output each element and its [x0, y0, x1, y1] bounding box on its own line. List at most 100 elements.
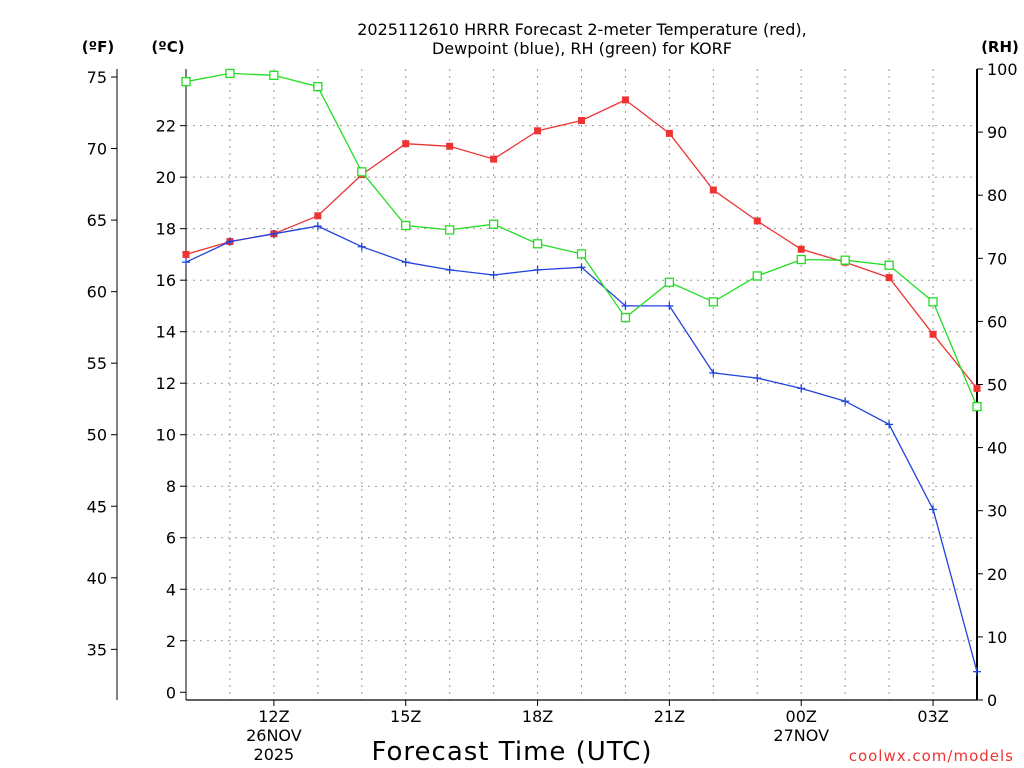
fahrenheit-tick-label: 70: [87, 140, 107, 159]
rh-tick-label: 60: [987, 312, 1007, 331]
dewpoint-point: [533, 265, 542, 274]
rh-point: [708, 297, 718, 307]
dewpoint-point: [577, 263, 586, 272]
chart-title-line2: Dewpoint (blue), RH (green) for KORF: [432, 39, 732, 58]
fahrenheit-tick-label: 35: [87, 640, 107, 659]
rh-tick-label: 70: [987, 249, 1007, 268]
dewpoint-point: [841, 397, 850, 406]
rh-point: [532, 239, 543, 249]
rh-tick-label: 100: [987, 60, 1018, 79]
dewpoint-point: [357, 242, 366, 251]
rh-point: [401, 220, 411, 231]
axes: 0 2 4 6 8 10 12 14 16 18 20 22 35 40 45 50 55 60 65 70 75 0 10…: [87, 60, 1018, 764]
dewpoint-point: [182, 258, 190, 267]
x-tick-label: 18Z: [522, 707, 553, 726]
dewpoint-point: [621, 301, 630, 310]
temperature-point: [885, 274, 893, 282]
rh-tick-label: 80: [987, 186, 1007, 205]
rh-point: [225, 68, 235, 79]
temperature-point: [753, 217, 761, 225]
rh-axis-label: (RH): [981, 38, 1019, 56]
x-tick-label: 15Z: [390, 707, 421, 726]
temperature-point: [314, 212, 322, 220]
fahrenheit-tick-label: 60: [87, 283, 107, 302]
temperature-point: [490, 155, 498, 163]
celsius-tick-label: 14: [156, 323, 176, 342]
grid: [186, 69, 977, 700]
rh-point: [972, 401, 982, 412]
dewpoint-point: [709, 368, 718, 377]
chart-title-line1: 2025112610 HRRR Forecast 2-meter Tempera…: [357, 20, 807, 39]
rh-point: [796, 254, 806, 265]
celsius-tick-label: 22: [156, 117, 176, 136]
x-tick-label: 21Z: [654, 707, 685, 726]
series-rh: [181, 68, 982, 412]
x-tick-year-label: 2025: [254, 745, 295, 764]
fahrenheit-tick-label: 45: [87, 497, 107, 516]
x-axis-label: Forecast Time (UTC): [371, 737, 652, 767]
rh-point: [445, 225, 455, 235]
celsius-tick-label: 6: [166, 529, 176, 548]
rh-point: [884, 260, 894, 270]
rh-point: [269, 70, 279, 80]
dewpoint-point: [489, 271, 498, 280]
x-tick-label: 12Z: [258, 707, 289, 726]
rh-point: [488, 219, 499, 229]
fahrenheit-tick-label: 40: [87, 569, 107, 588]
rh-tick-label: 30: [987, 502, 1007, 521]
dewpoint-point: [885, 420, 894, 429]
celsius-tick-label: 8: [166, 477, 176, 496]
fahrenheit-tick-label: 65: [87, 211, 107, 230]
x-tick-date-label: 26NOV: [246, 726, 302, 745]
rh-point: [752, 271, 762, 281]
rh-tick-label: 20: [987, 565, 1007, 584]
rh-point: [576, 249, 587, 259]
temperature-point: [578, 117, 585, 125]
rh-point: [664, 277, 675, 287]
dewpoint-point: [445, 265, 454, 274]
temperature-point: [929, 330, 937, 338]
dewpoint-point: [753, 374, 762, 383]
celsius-tick-label: 2: [166, 632, 176, 651]
celsius-tick-label: 0: [166, 683, 176, 702]
celsius-tick-label: 10: [156, 426, 176, 445]
dewpoint-point: [665, 301, 674, 310]
dewpoint-point: [269, 229, 278, 238]
dewpoint-point: [225, 237, 234, 246]
temperature-point: [797, 245, 805, 253]
dewpoint-point: [973, 667, 981, 676]
temperature-point: [534, 127, 542, 135]
fahrenheit-tick-label: 50: [87, 426, 107, 445]
credit-text: coolwx.com/models: [849, 747, 1014, 765]
temperature-point: [709, 186, 717, 194]
fahrenheit-axis-label: (ºF): [82, 38, 114, 56]
temperature-point: [446, 142, 454, 150]
celsius-tick-label: 20: [156, 168, 176, 187]
rh-tick-label: 10: [987, 628, 1007, 647]
celsius-tick-label: 16: [156, 271, 176, 290]
rh-point: [313, 82, 323, 92]
rh-tick-label: 90: [987, 123, 1007, 142]
rh-point: [928, 297, 938, 307]
series-layer: [181, 68, 982, 676]
temperature-point: [621, 96, 629, 104]
temperature-point: [665, 129, 673, 137]
temperature-point: [973, 384, 981, 392]
rh-tick-label: 50: [987, 376, 1007, 395]
fahrenheit-tick-label: 75: [87, 68, 107, 87]
temperature-point: [402, 140, 410, 148]
celsius-tick-label: 18: [156, 220, 176, 239]
rh-point: [620, 312, 631, 323]
celsius-tick-label: 12: [156, 374, 176, 393]
dewpoint-point: [313, 222, 322, 231]
rh-tick-label: 0: [987, 691, 997, 710]
dewpoint-point: [797, 384, 806, 393]
rh-tick-label: 40: [987, 439, 1007, 458]
celsius-axis-label: (ºC): [151, 38, 184, 56]
x-tick-label: 00Z: [786, 707, 817, 726]
x-tick-date-label: 27NOV: [773, 726, 829, 745]
rh-point: [181, 76, 191, 87]
temperature-point: [182, 250, 190, 258]
